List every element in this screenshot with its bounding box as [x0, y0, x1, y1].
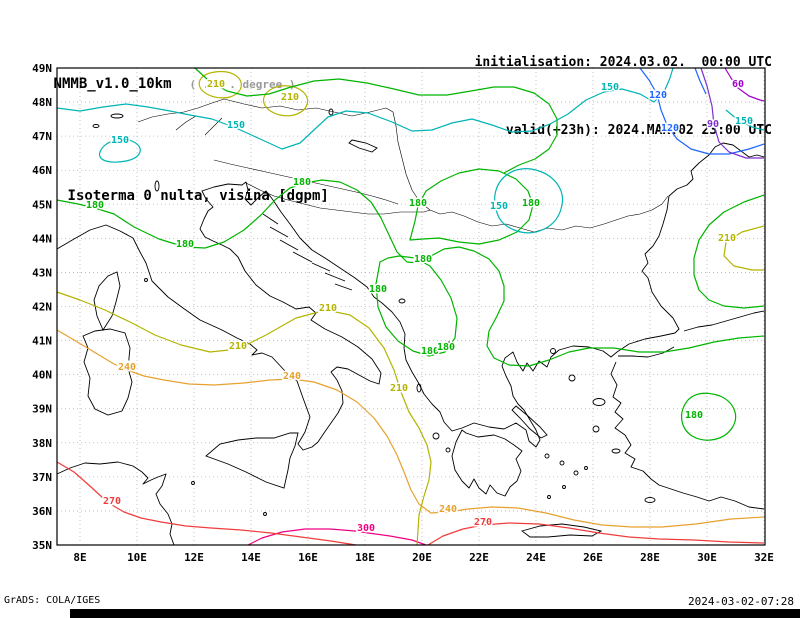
contour-label: 180 [522, 198, 540, 209]
lat-label: 35N [32, 539, 52, 552]
lat-label: 43N [32, 266, 52, 279]
lat-label: 39N [32, 403, 52, 416]
initialisation-label: initialisation: 2024.03.02. 00:00 UTC [474, 55, 772, 70]
bottom-black-bar [70, 609, 800, 618]
contour-label: 270 [474, 517, 492, 528]
grads-credit: GrADS: COLA/IGES [4, 595, 101, 606]
creation-timestamp: 2024-03-02-07:28 [688, 595, 794, 608]
valid-label: valid(+23h): 2024.MAR.02 23:00 UTC [505, 123, 772, 138]
contour-label: 240 [283, 371, 301, 382]
axis-labels: 49N 48N 47N 46N 45N 44N 43N 42N 41N 40N 39N 38N 37N 3… [32, 62, 774, 564]
lat-label: 45N [32, 198, 52, 211]
lat-label: 38N [32, 437, 52, 450]
lon-label: 8E [73, 551, 86, 564]
contour-label: 210 [207, 79, 225, 90]
contour-label: 210 [390, 383, 408, 394]
lat-label: 36N [32, 505, 52, 518]
lon-label: 22E [469, 551, 489, 564]
lon-label: 12E [184, 551, 204, 564]
contour-label: 150 [227, 120, 245, 131]
lat-label: 46N [32, 164, 52, 177]
lat-label: 49N [32, 62, 52, 75]
contour-label: 180 [86, 200, 104, 211]
header-right: initialisation: 2024.03.02. 00:00 UTC va… [475, 6, 772, 164]
lon-label: 32E [754, 551, 774, 564]
contour-label: 300 [357, 523, 375, 534]
contour-label: 120 [661, 123, 679, 134]
lon-label: 26E [583, 551, 603, 564]
contour-label: 180 [414, 254, 432, 265]
contour-label: 180 [685, 410, 703, 421]
contour-label: 180 [176, 239, 194, 250]
contour-label: 270 [103, 496, 121, 507]
lon-label: 14E [241, 551, 261, 564]
grid-lines [57, 67, 765, 546]
contour-label: 240 [439, 504, 457, 515]
lat-label: 40N [32, 369, 52, 382]
lat-label: 44N [32, 232, 52, 245]
contour-label: 210 [319, 303, 337, 314]
header-left: NMMB_v1.0_10km ( . x . degree ) Isoterma … [15, 6, 329, 251]
lat-label: 37N [32, 471, 52, 484]
contour-label: 210 [718, 233, 736, 244]
contour-lines [56, 67, 765, 546]
field-title: Isoterma 0 nulta, visina [dgpm] [67, 188, 329, 204]
lon-label: 10E [127, 551, 147, 564]
contour-label: 150 [735, 116, 753, 127]
lat-label: 42N [32, 301, 52, 314]
model-title: NMMB_v1.0_10km [53, 76, 172, 92]
contour-label: 60 [732, 79, 744, 90]
contour-label: 180 [421, 346, 439, 357]
contour-label: 120 [649, 90, 667, 101]
contour-label: 210 [229, 341, 247, 352]
lat-label: 41N [32, 335, 52, 348]
coastlines [56, 98, 765, 546]
contour-label: 90 [707, 119, 719, 130]
contour-label: 150 [601, 82, 619, 93]
contour-label: 180 [369, 284, 387, 295]
lon-label: 30E [697, 551, 717, 564]
lat-label: 48N [32, 96, 52, 109]
contour-label: 180 [409, 198, 427, 209]
resolution-label: ( . x . degree ) [189, 78, 296, 91]
contour-label: 210 [281, 92, 299, 103]
lon-label: 20E [412, 551, 432, 564]
lon-label: 16E [298, 551, 318, 564]
lon-label: 24E [526, 551, 546, 564]
lat-label: 47N [32, 130, 52, 143]
contour-label: 180 [437, 342, 455, 353]
lon-label: 18E [355, 551, 375, 564]
contour-label: 150 [490, 201, 508, 212]
contour-label: 180 [293, 177, 311, 188]
lon-label: 28E [640, 551, 660, 564]
contour-label: 240 [118, 362, 136, 373]
contour-label: 150 [111, 135, 129, 146]
map-frame [56, 67, 766, 546]
